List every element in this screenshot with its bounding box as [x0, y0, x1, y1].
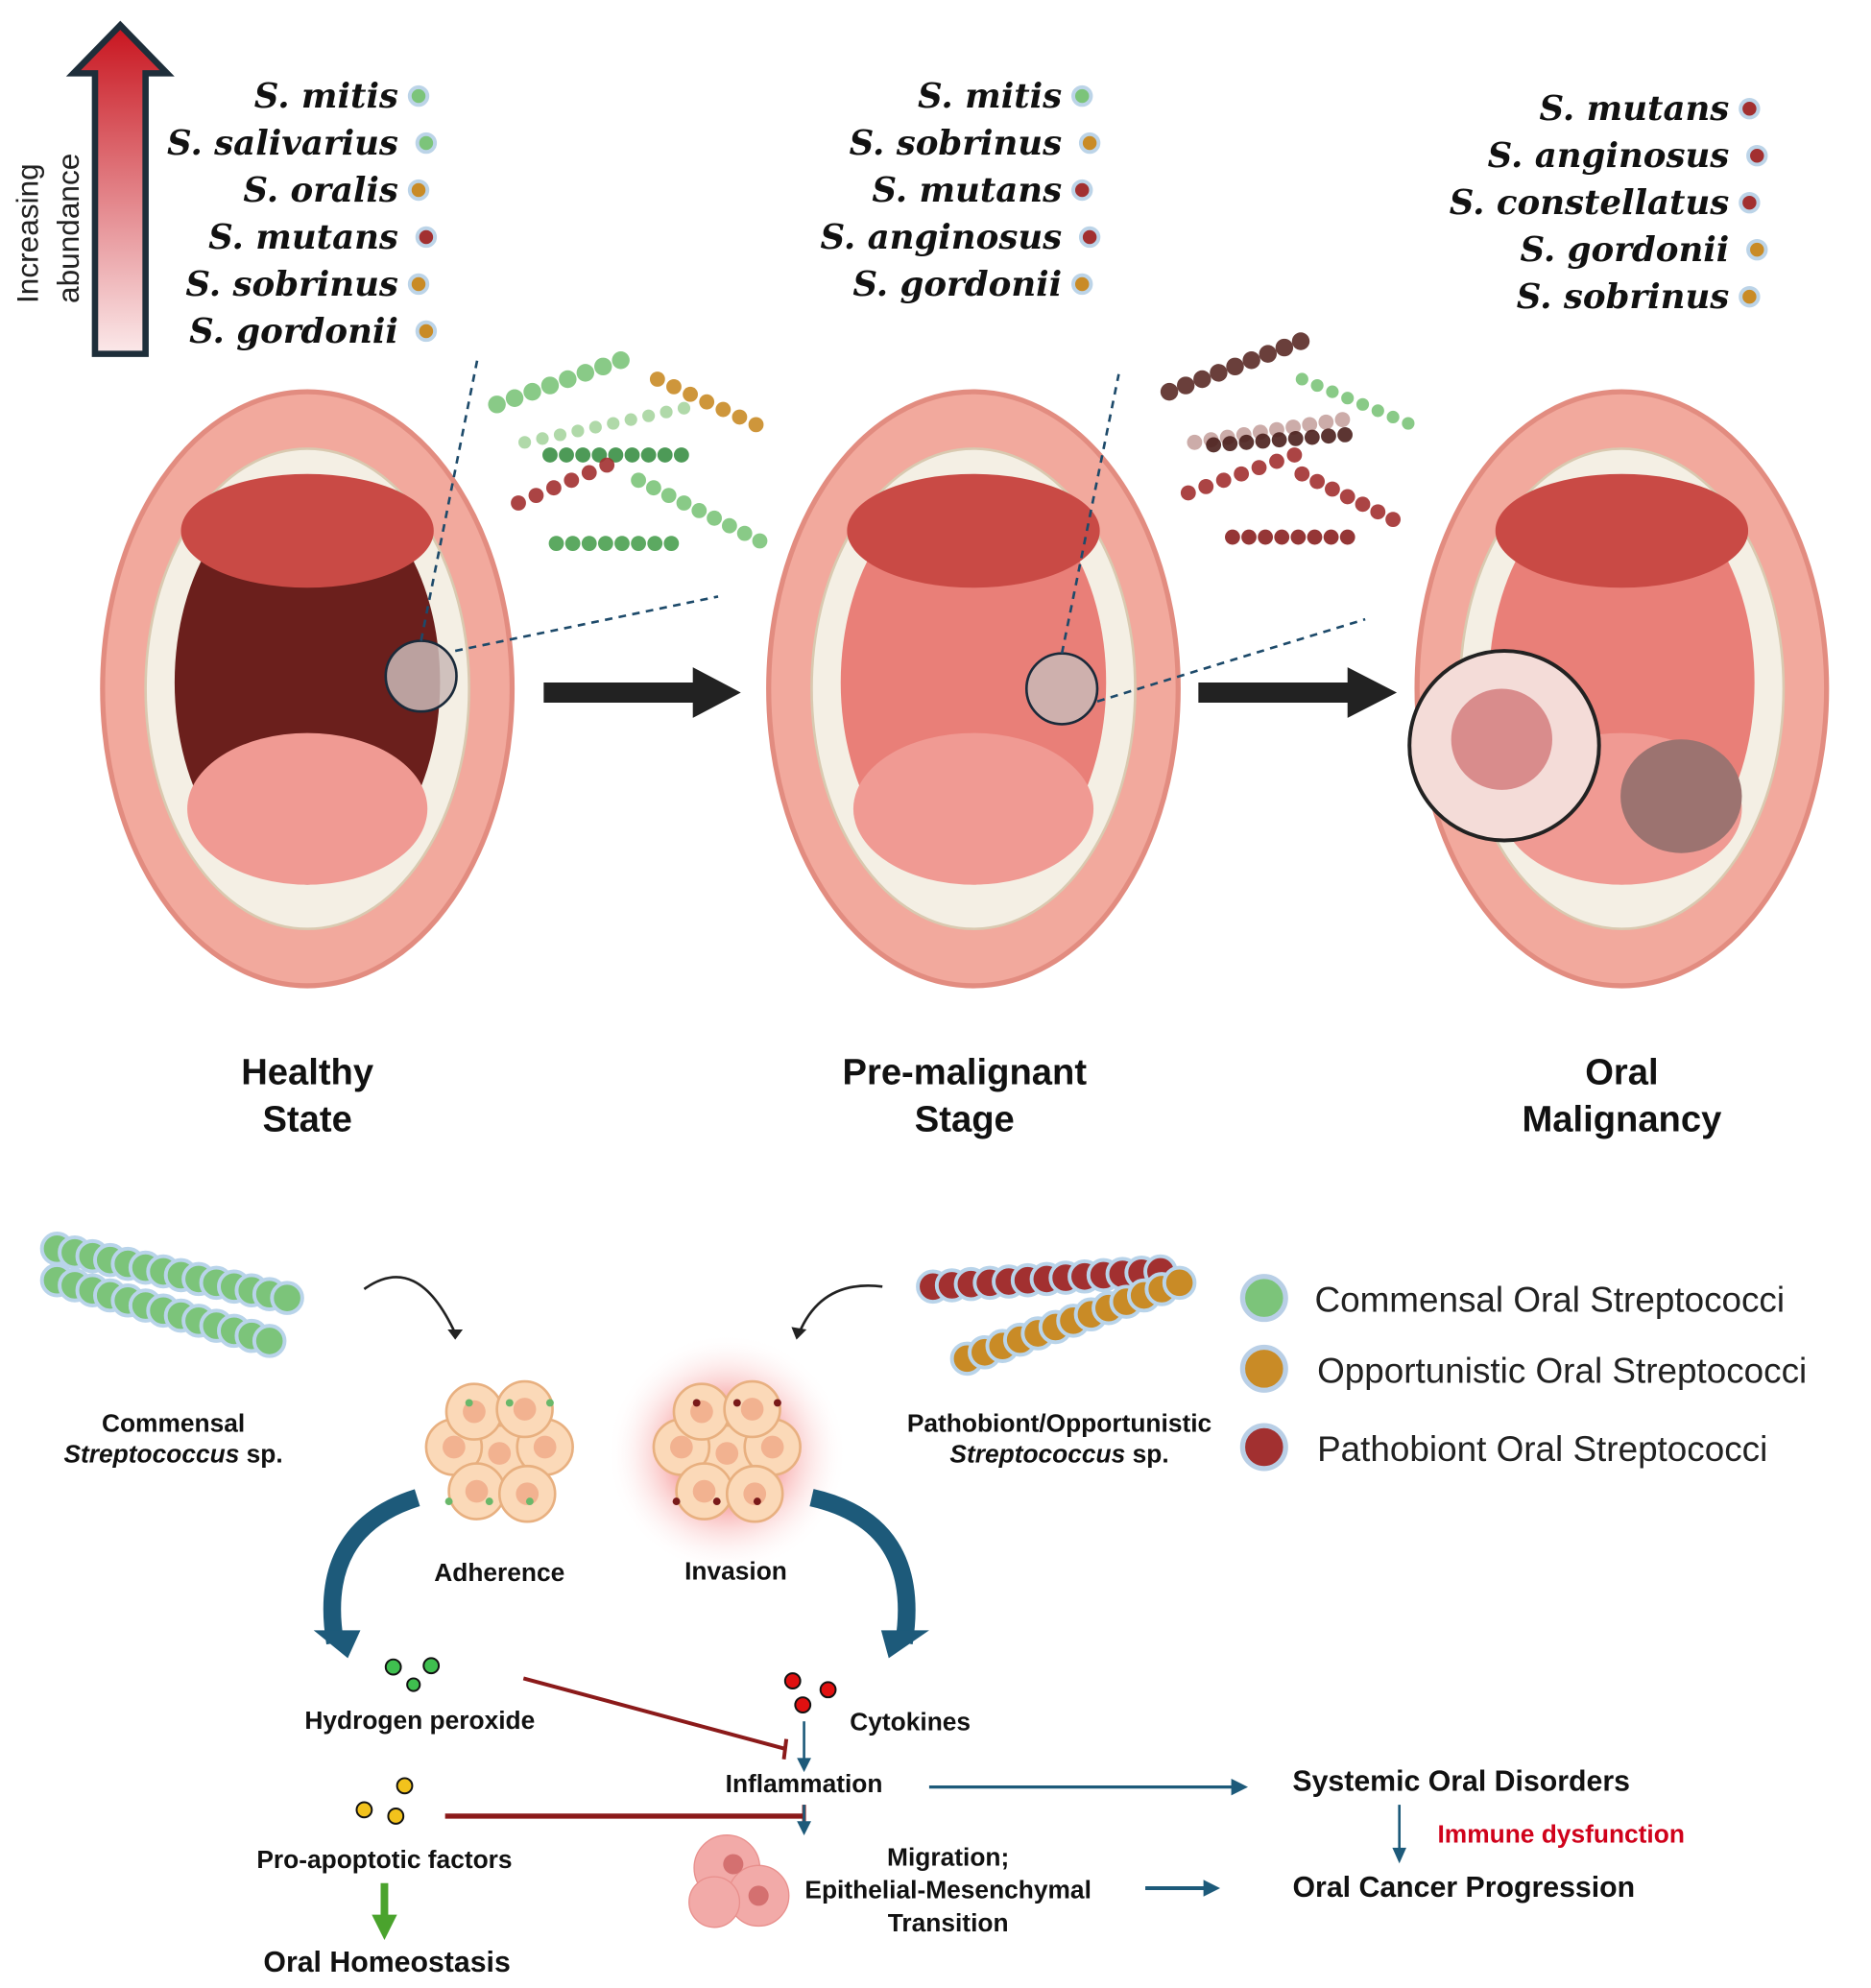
- species-name: S. mitis: [254, 77, 398, 116]
- species-dot-icon: [1739, 191, 1761, 214]
- stage-premalignant-label-2: Stage: [915, 1098, 1015, 1139]
- mouth-illustrations: [100, 356, 1830, 989]
- stage-premalignant-label-1: Pre-malignant: [843, 1052, 1088, 1093]
- species-name: S. constellatus: [1450, 183, 1730, 223]
- species-name: S. sobrinus: [850, 124, 1063, 163]
- pro-apoptotic-icon: [355, 1777, 414, 1825]
- species-dot-icon: [415, 320, 438, 343]
- cytokines-label: Cytokines: [850, 1707, 971, 1736]
- legend-opportunistic: Opportunistic Oral Streptococci: [1317, 1351, 1807, 1390]
- legend-pathobiont-icon: [1239, 1423, 1288, 1472]
- species-dot-icon: [407, 179, 430, 202]
- species-lists: S. mitis S. salivarius S. oralis S. mutans S…: [167, 77, 1768, 351]
- commensal-species-label: Streptococcus sp.: [63, 1439, 282, 1468]
- migration-label-1: Migration;: [887, 1842, 1009, 1871]
- hydrogen-peroxide-icon: [384, 1657, 441, 1692]
- cancer-progression-label: Oral Cancer Progression: [1293, 1872, 1636, 1904]
- species-name: S. mutans: [208, 218, 398, 257]
- abundance-arrow: [65, 20, 175, 357]
- species-name: S. gordonii: [1521, 230, 1730, 270]
- adherence-label: Adherence: [434, 1558, 564, 1587]
- species-dot-icon: [1078, 132, 1101, 155]
- species-dot-icon: [415, 226, 438, 249]
- species-name: S. gordonii: [189, 312, 398, 351]
- systemic-disorders-label: Systemic Oral Disorders: [1292, 1766, 1630, 1798]
- magnify-circle: [384, 639, 458, 713]
- species-dot-icon: [1746, 145, 1768, 167]
- pathobiont-label: Pathobiont/Opportunistic: [907, 1409, 1211, 1438]
- legend-commensal: Commensal Oral Streptococci: [1314, 1281, 1785, 1320]
- species-name: S. mitis: [918, 77, 1062, 116]
- species-name: S. salivarius: [167, 124, 398, 163]
- curve-arrow-adherence: [323, 1489, 420, 1645]
- species-dot-icon: [415, 132, 438, 155]
- species-dot-icon: [407, 273, 430, 296]
- cytokines-icon: [783, 1672, 837, 1713]
- curve-arrow-invasion: [809, 1489, 916, 1645]
- legend-commensal-icon: [1239, 1274, 1288, 1323]
- progression-arrow-1: [543, 667, 741, 718]
- migration-label-2: Epithelial-Mesenchymal: [804, 1876, 1091, 1904]
- species-name: S. sobrinus: [1517, 277, 1730, 317]
- inflammation-label: Inflammation: [726, 1769, 883, 1798]
- legend-opportunistic-icon: [1239, 1344, 1288, 1393]
- legend-pathobiont: Pathobiont Oral Streptococci: [1317, 1429, 1767, 1469]
- species-dot-icon: [1739, 285, 1761, 308]
- invasion-label: Invasion: [684, 1557, 787, 1586]
- species-name: S. mutans: [1539, 89, 1729, 129]
- migration-label-3: Transition: [888, 1908, 1009, 1937]
- species-name: S. gordonii: [852, 265, 1062, 304]
- epithelial-cells: [424, 1379, 802, 1523]
- magnify-circle: [1024, 652, 1099, 726]
- species-dot-icon: [1071, 273, 1093, 296]
- species-dot-icon: [407, 84, 430, 108]
- species-name: S. anginosus: [820, 218, 1062, 257]
- abundance-label-1: Increasing: [11, 163, 45, 303]
- abundance-label-2: abundance: [51, 154, 85, 303]
- pro-apoptotic-label: Pro-apoptotic factors: [256, 1845, 512, 1874]
- stage-healthy-label-1: Healthy: [241, 1052, 374, 1093]
- progression-arrow-2: [1198, 667, 1398, 718]
- stage-healthy-label-2: State: [262, 1098, 351, 1139]
- curve-arrow-commensal: [363, 1276, 457, 1334]
- species-name: S. oralis: [243, 171, 398, 210]
- oral-homeostasis-label: Oral Homeostasis: [263, 1947, 510, 1978]
- species-dot-icon: [1746, 238, 1768, 261]
- species-name: S. anginosus: [1488, 136, 1730, 176]
- species-name: S. sobrinus: [185, 265, 398, 304]
- pathobiont-species-label: Streptococcus sp.: [949, 1439, 1168, 1468]
- mouth-icon: [766, 389, 1181, 989]
- curve-arrow-pathobiont: [798, 1284, 883, 1334]
- mouth-icon: [100, 389, 516, 989]
- hydrogen-peroxide-label: Hydrogen peroxide: [304, 1706, 535, 1735]
- stage-malignancy-label-2: Malignancy: [1522, 1098, 1722, 1139]
- species-name: S. mutans: [872, 171, 1062, 210]
- commensal-label: Commensal: [102, 1409, 245, 1438]
- stage-malignancy-label-1: Oral: [1585, 1052, 1658, 1093]
- species-dot-icon: [1071, 84, 1093, 108]
- species-dot-icon: [1078, 226, 1101, 249]
- species-dot-icon: [1071, 179, 1093, 202]
- immune-dysfunction-label: Immune dysfunction: [1437, 1820, 1684, 1849]
- migrating-cells-icon: [688, 1834, 790, 1928]
- legend: Commensal Oral Streptococci Opportunisti…: [1239, 1274, 1807, 1472]
- tumor-icon: [1620, 739, 1742, 853]
- inhibit-line-h2o2: [522, 1676, 787, 1752]
- species-dot-icon: [1739, 98, 1761, 120]
- mouth-icon: [1407, 389, 1830, 989]
- bacteria-chains: [39, 332, 1415, 1377]
